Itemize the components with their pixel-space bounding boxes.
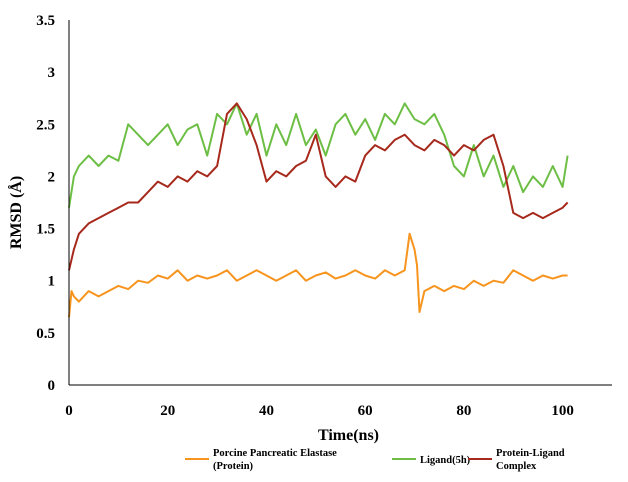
y-tick-label: 3	[48, 65, 56, 81]
x-tick-labels: 0 20 40 60 80 100	[65, 403, 574, 419]
series-line-1	[68, 232, 568, 318]
legend-label: Complex	[496, 461, 537, 472]
y-tick-label: 0	[48, 378, 56, 394]
y-tick-label: 0.5	[36, 326, 55, 342]
x-tick-label: 20	[160, 403, 175, 419]
y-tick-label: 1	[48, 274, 56, 290]
y-tick-label: 2	[48, 169, 56, 185]
legend-label: Porcine Pancreatic Elastase	[213, 448, 337, 459]
y-tick-labels: 0 0.5 1 1.5 2 2.5 3 3.5	[36, 13, 55, 394]
x-axis-title: Time(ns)	[318, 427, 379, 444]
x-tick-label: 100	[551, 403, 574, 419]
y-axis-title: RMSD (Å)	[7, 176, 25, 249]
y-tick-label: 1.5	[36, 222, 55, 238]
series-line-2	[68, 102, 569, 208]
legend-label: (Protein)	[213, 461, 254, 472]
y-tick-label: 3.5	[36, 13, 55, 29]
legend-item-1: Porcine Pancreatic Elastase (Protein)	[185, 448, 337, 472]
legend-label: Ligand(5h)	[420, 455, 471, 466]
x-tick-label: 40	[259, 403, 274, 419]
axis-layer	[68, 20, 612, 386]
legend: Porcine Pancreatic Elastase (Protein) Liga…	[185, 448, 565, 472]
series-line-3	[68, 102, 569, 271]
x-tick-label: 60	[358, 403, 373, 419]
legend-item-3: Protein-Ligand Complex	[468, 448, 565, 472]
series-layer	[68, 102, 569, 318]
legend-label: Protein-Ligand	[496, 448, 565, 459]
y-tick-label: 2.5	[36, 117, 55, 133]
x-tick-label: 0	[65, 403, 73, 419]
legend-item-2: Ligand(5h)	[392, 455, 471, 466]
x-tick-label: 80	[456, 403, 471, 419]
